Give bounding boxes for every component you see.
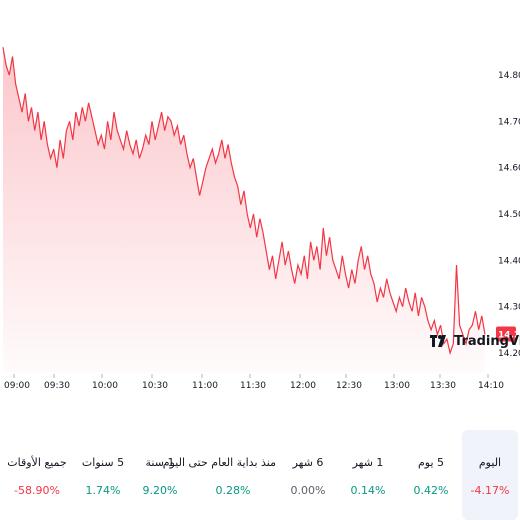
- price-line: [2, 47, 486, 356]
- period-tab-3[interactable]: 6 شهر 0.00%: [286, 430, 330, 520]
- x-tick-label: 13:00: [384, 381, 410, 391]
- price-area: [3, 47, 485, 372]
- period-change-value: 1.74%: [85, 484, 121, 497]
- tradingview-logo: TradingView: [430, 330, 520, 352]
- x-tick-label: 12:30: [336, 381, 362, 391]
- period-label: 1 شهر: [352, 456, 384, 469]
- period-label: منذ بداية العام حتى اليوم: [162, 456, 276, 469]
- logo-text: TradingView: [454, 333, 520, 349]
- y-tick-label: 14.80: [498, 71, 520, 81]
- y-tick-label: 14.30: [498, 303, 520, 313]
- period-label: جميع الأوقات: [7, 456, 67, 469]
- period-label: 1 سنة: [145, 456, 175, 469]
- x-tick-label: 09:30: [44, 381, 70, 391]
- tradingview-logo-icon: [430, 335, 446, 347]
- period-tab-2[interactable]: 1 شهر 0.14%: [342, 430, 394, 520]
- time-axis: 09:00 09:30 10:00 10:30 11:00 11:30 12:00 12:30…: [4, 374, 504, 391]
- x-tick-label: 13:30: [430, 381, 456, 391]
- period-tab-1[interactable]: 5 يوم 0.42%: [406, 430, 456, 520]
- x-tick-label: 11:30: [240, 381, 266, 391]
- x-tick-label: 11:00: [192, 381, 218, 391]
- period-tab-7[interactable]: جميع الأوقات 58.90%-: [4, 430, 70, 520]
- last-price-tag: 14.24: [496, 326, 520, 342]
- last-price-tag-bg: [496, 326, 516, 342]
- price-line-layer: [2, 47, 486, 356]
- period-change-value: 0.42%: [413, 484, 449, 497]
- period-label: 6 شهر: [292, 456, 324, 469]
- x-tick-label: 14:10: [478, 381, 504, 391]
- period-tab-4[interactable]: منذ بداية العام حتى اليوم 0.28%: [162, 430, 276, 520]
- period-tab-0[interactable]: اليوم 4.17%-: [462, 430, 518, 520]
- y-tick-label: 14.50: [498, 210, 520, 220]
- period-selector: اليوم 4.17%- 5 يوم 0.42% 1 شهر 0.14% 6 شهر 0.00…: [0, 430, 520, 520]
- period-change-value: 4.17%-: [470, 484, 510, 497]
- x-tick-label: 09:00: [4, 381, 30, 391]
- period-change-value: 0.28%: [215, 484, 251, 497]
- price-chart[interactable]: 14.80 14.70 14.60 14.50 14.40 14.30 14.20 09:0…: [0, 0, 520, 400]
- x-tick-label: 12:00: [290, 381, 316, 391]
- price-axis: 14.80 14.70 14.60 14.50 14.40 14.30 14.20: [498, 71, 520, 359]
- period-label: 5 يوم: [417, 456, 445, 469]
- area-fill-layer: [3, 47, 485, 372]
- period-change-value: 58.90%-: [14, 484, 60, 497]
- period-change-value: 0.14%: [350, 484, 386, 497]
- y-tick-label: 14.40: [498, 256, 520, 266]
- period-change-value: 9.20%: [142, 484, 178, 497]
- last-price-tag-text: 14.24: [498, 330, 520, 340]
- period-tab-5[interactable]: 1 سنة 9.20%: [140, 430, 180, 520]
- period-change-value: 0.00%: [290, 484, 326, 497]
- y-tick-label: 14.70: [498, 117, 520, 127]
- period-label: 5 سنوات: [81, 456, 125, 469]
- x-tick-label: 10:30: [142, 381, 168, 391]
- x-tick-label: 10:00: [92, 381, 118, 391]
- y-tick-label: 14.60: [498, 164, 520, 174]
- y-tick-label: 14.20: [498, 349, 520, 359]
- period-tab-6[interactable]: 5 سنوات 1.74%: [78, 430, 128, 520]
- period-label: اليوم: [478, 456, 502, 469]
